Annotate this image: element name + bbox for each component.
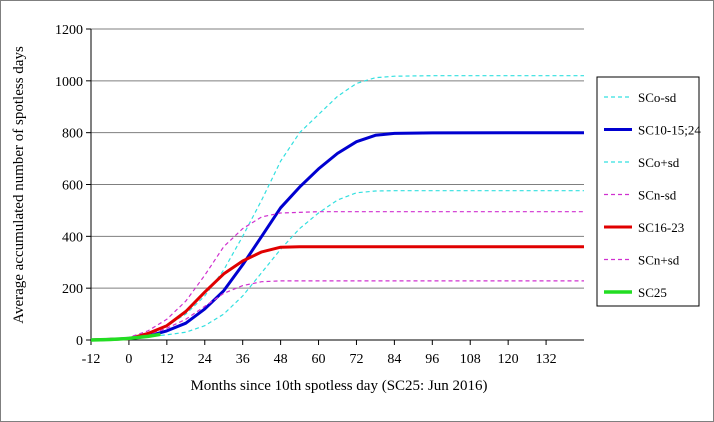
legend-label: SCo-sd bbox=[638, 90, 677, 105]
grid-lines bbox=[91, 28, 584, 289]
x-tick-label: 120 bbox=[498, 352, 519, 367]
x-tick-label: 72 bbox=[349, 352, 363, 367]
legend-label: SC25 bbox=[638, 285, 667, 300]
y-tick-label: 800 bbox=[62, 127, 83, 142]
x-tick-label: 24 bbox=[198, 352, 212, 367]
series-line bbox=[90, 332, 161, 342]
legend: SCo-sd SC10-15;24 SCo+sd SCn-sd SC16-23 SCn+s… bbox=[596, 76, 701, 307]
y-tick-label: 400 bbox=[62, 230, 83, 245]
series-line bbox=[90, 245, 584, 342]
x-tick-label: 12 bbox=[160, 352, 174, 367]
series-line bbox=[90, 211, 584, 341]
legend-label: SCn+sd bbox=[638, 253, 680, 268]
legend-box bbox=[596, 76, 700, 307]
x-tick-label: 132 bbox=[536, 352, 557, 367]
y-axis-label: Average accumulated number of spotless d… bbox=[11, 46, 27, 324]
x-tick-label: 84 bbox=[387, 352, 401, 367]
legend-label: SCo+sd bbox=[638, 155, 680, 170]
series-lines bbox=[90, 75, 584, 342]
x-tick-label: 60 bbox=[312, 352, 326, 367]
y-tick-label: 1200 bbox=[55, 23, 83, 38]
legend-label: SCn-sd bbox=[638, 188, 677, 203]
x-tick-label: 108 bbox=[460, 352, 481, 367]
legend-label: SC10-15;24 bbox=[638, 123, 701, 138]
x-axis-label: Months since 10th spotless day (SC25: Ju… bbox=[190, 378, 487, 394]
legend-label: SC16-23 bbox=[638, 220, 684, 235]
series-line bbox=[90, 190, 584, 341]
x-tick-labels: -12 0 12 24 36 48 60 72 84 96 108 120 132 bbox=[82, 352, 557, 367]
x-tick-label: -12 bbox=[82, 352, 101, 367]
x-tick-label: 0 bbox=[125, 352, 132, 367]
y-tick-label: 1000 bbox=[55, 75, 83, 90]
series-line bbox=[90, 131, 584, 342]
x-tick-label: 96 bbox=[425, 352, 439, 367]
series-line bbox=[90, 75, 584, 341]
x-tick-label: 48 bbox=[274, 352, 288, 367]
axes bbox=[86, 28, 584, 345]
x-tick-label: 36 bbox=[236, 352, 250, 367]
y-tick-label: 0 bbox=[76, 334, 83, 349]
y-tick-labels: 0 200 400 600 800 1000 1200 bbox=[55, 23, 83, 349]
y-tick-label: 200 bbox=[62, 282, 83, 297]
y-tick-label: 600 bbox=[62, 179, 83, 194]
